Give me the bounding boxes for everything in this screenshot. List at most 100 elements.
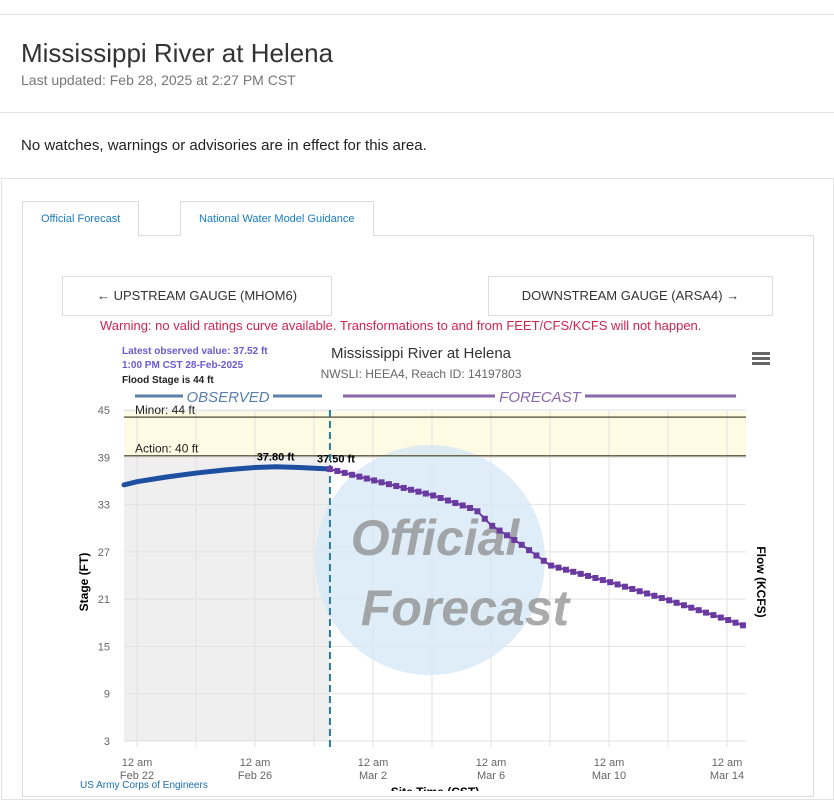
forecast-point [518, 541, 525, 548]
forecast-point [496, 527, 503, 534]
forecast-point [695, 607, 702, 614]
x-tick-label: 12 am [594, 757, 625, 769]
watermark-text: Forecast [361, 580, 572, 636]
observed-series [121, 464, 333, 488]
y-tick-label: 3 [104, 736, 110, 748]
y2-axis-label: Flow (KCFS) [754, 546, 768, 617]
downstream-gauge-button[interactable]: DOWNSTREAM GAUGE (ARSA4) → [488, 276, 773, 316]
x-axis-label: Site Time (CST) [391, 785, 479, 791]
forecast-point [503, 532, 510, 539]
last-updated: Last updated: Feb 28, 2025 at 2:27 PM CS… [21, 72, 296, 88]
forecast-point [422, 490, 429, 497]
tab-national-water-model[interactable]: National Water Model Guidance [180, 201, 374, 236]
forecast-point [371, 477, 378, 484]
peak-label: 37.80 ft [257, 452, 295, 464]
forecast-point [430, 492, 437, 499]
forecast-point [489, 522, 496, 529]
flood-stage-note: Flood Stage is 44 ft [122, 375, 214, 386]
forecast-point [725, 617, 732, 624]
forecast-point [408, 486, 415, 493]
forecast-point [710, 612, 717, 619]
forecast-point [326, 466, 333, 473]
y-tick-label: 21 [98, 594, 110, 606]
forecast-point [533, 552, 540, 559]
forecast-point [393, 483, 400, 490]
upstream-gauge-button[interactable]: ← UPSTREAM GAUGE (MHOM6) [62, 276, 332, 316]
alert-message: No watches, warnings or advisories are i… [21, 137, 427, 154]
observed-region [124, 410, 330, 741]
y-tick-label: 33 [98, 500, 110, 512]
forecast-point [474, 508, 481, 515]
x-tick-label: 12 am [712, 757, 743, 769]
forecast-point [570, 568, 577, 575]
credit-link[interactable]: US Army Corps of Engineers [80, 780, 208, 791]
top-divider [0, 14, 834, 15]
forecast-point [459, 502, 466, 509]
forecast-point [651, 592, 658, 599]
observed-section-label: OBSERVED [186, 389, 269, 406]
forecast-point [555, 564, 562, 571]
chart-subtitle: NWSLI: HEEA4, Reach ID: 14197803 [321, 367, 522, 381]
forecast-point [437, 495, 444, 502]
y-tick-label: 9 [104, 689, 110, 701]
forecast-point [540, 557, 547, 564]
forecast-point [739, 622, 746, 629]
forecast-point [703, 609, 710, 616]
forecast-point [688, 604, 695, 611]
forecast-point [334, 467, 341, 474]
upstream-label: UPSTREAM GAUGE (MHOM6) [113, 288, 298, 303]
forecast-point [680, 602, 687, 609]
x-tick-label: Feb 22 [120, 770, 154, 782]
forecast-point [467, 504, 474, 511]
forecast-point [636, 588, 643, 595]
y-tick-label: 39 [98, 452, 110, 464]
forecast-point [363, 475, 370, 482]
forecast-point [717, 614, 724, 621]
x-tick-label: Mar 10 [592, 770, 626, 782]
forecast-point [341, 469, 348, 476]
y-axis-label: Stage (FT) [77, 553, 91, 612]
forecast-point [385, 481, 392, 488]
forecast-point [673, 599, 680, 606]
forecast-point [629, 585, 636, 592]
forecast-point [511, 537, 518, 544]
forecast-point [614, 581, 621, 588]
x-tick-label: 12 am [358, 757, 389, 769]
forecast-point [621, 583, 628, 590]
x-tick-label: Mar 14 [710, 770, 744, 782]
latest-observed: Latest observed value: 37.52 ft [122, 346, 268, 357]
threshold-label: Minor: 44 ft [135, 403, 196, 417]
forecast-point [400, 484, 407, 491]
forecast-point [349, 471, 356, 478]
y-tick-label: 15 [98, 641, 110, 653]
chart-title: Mississippi River at Helena [331, 345, 512, 362]
forecast-point [415, 488, 422, 495]
tab-official-forecast[interactable]: Official Forecast [22, 201, 140, 237]
arrow-left-icon: ← [96, 288, 114, 303]
forecast-point [577, 570, 584, 577]
forecast-point [356, 473, 363, 480]
latest-time: 1:00 PM CST 28-Feb-2025 [122, 360, 244, 371]
noaa-logo-watermark [315, 445, 545, 675]
x-tick-label: Mar 6 [477, 770, 505, 782]
forecast-point [592, 574, 599, 581]
forecast-point [452, 500, 459, 507]
forecast-point [444, 497, 451, 504]
forecast-point [585, 572, 592, 579]
forecast-point [599, 577, 606, 584]
ratings-warning: Warning: no valid ratings curve availabl… [100, 318, 702, 333]
chart-menu-icon[interactable] [752, 352, 770, 365]
divider [0, 112, 834, 113]
forecast-start-label: 37.50 ft [317, 454, 355, 466]
forecast-point [666, 597, 673, 604]
forecast-point [732, 619, 739, 626]
downstream-label: DOWNSTREAM GAUGE (ARSA4) [521, 288, 723, 303]
threshold-label: Action: 40 ft [135, 442, 199, 456]
forecast-point [644, 590, 651, 597]
x-tick-label: Mar 2 [359, 770, 387, 782]
forecast-point [562, 566, 569, 573]
x-tick-label: 12 am [240, 757, 271, 769]
watermark-text: Official [351, 510, 521, 566]
y-tick-label: 45 [98, 405, 110, 417]
